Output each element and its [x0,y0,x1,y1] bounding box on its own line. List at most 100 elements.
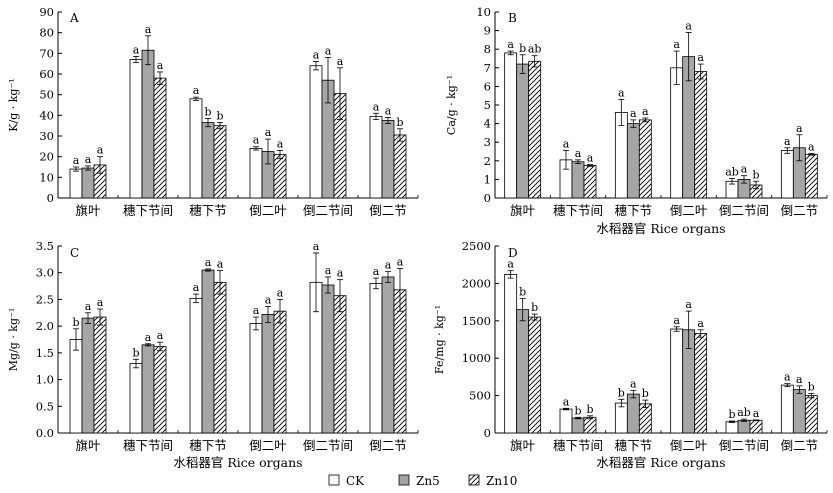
bar-zn5 [626,123,640,199]
y-tick-label: 1.0 [36,373,54,387]
bar-ck [369,282,383,434]
x-tick-label: 旗叶 [75,438,101,453]
significance-letter: a [397,255,404,268]
y-tick-label: 2 [484,154,491,168]
x-tick-label: 穗下节 [615,203,653,218]
y-axis-label: Mg/g · kg⁻¹ [7,308,20,371]
y-tick-label: 3.5 [36,239,54,253]
bar-ck [670,67,684,199]
bar-ck [559,408,573,434]
significance-letter: a [618,86,625,99]
bar-zn5 [626,393,640,434]
significance-letter: a [796,373,803,386]
y-tick-label: 0.0 [36,426,54,440]
chart-panel-c: 0.00.51.01.52.02.53.03.5 CMg/g · kg⁻¹旗叶ba… [7,239,419,470]
bar-ck [189,297,203,434]
x-tick-label: 穗下节 [189,438,227,453]
significance-letter: b [204,105,211,118]
x-axis-label: 水稻器官 Rice organs [596,221,725,236]
bar-zn5 [516,309,530,434]
x-tick-label: 倒二叶 [670,203,708,218]
x-tick-label: 旗叶 [75,203,101,218]
bar-zn10 [93,316,107,434]
significance-letter: a [313,49,320,62]
y-tick-label: 7 [484,61,491,75]
y-tick-label: 1500 [462,314,491,328]
y-axis-label: K/g · kg⁻¹ [7,78,20,131]
significance-letter: b [519,42,526,55]
x-tick-label: 穗下节 [189,203,227,218]
legend-swatch-zn10 [468,474,480,486]
significance-letter: a [133,43,140,56]
significance-letter: a [97,296,104,309]
bar-zn5 [201,269,215,434]
x-tick-label: 穗下节间 [123,203,173,218]
legend: CK Zn5 Zn10 [328,474,517,488]
bar-zn10 [333,295,347,434]
significance-letter: a [265,126,272,139]
y-tick-label: 30 [39,129,54,143]
bar-ck [249,323,263,434]
significance-letter: a [697,317,704,330]
significance-letter: a [575,147,582,160]
panel-label: B [508,11,517,25]
significance-letter: a [157,329,164,342]
panel-label: C [70,246,79,260]
x-tick-label: 倒二节 [781,203,819,218]
significance-letter: a [685,298,692,311]
significance-letter: a [145,331,152,344]
y-tick-label: 4 [484,117,491,131]
significance-letter: a [808,140,815,153]
significance-letter: a [385,104,392,117]
significance-letter: a [697,51,704,64]
bar-zn10 [153,77,167,199]
x-tick-label: 倒二节间 [303,438,353,453]
y-tick-label: 1000 [462,351,491,365]
bar-zn10 [528,316,542,434]
x-tick-label: 倒二叶 [670,438,708,453]
significance-letter: a [85,153,92,166]
y-tick-label: 8 [484,42,491,56]
significance-letter: a [385,259,392,272]
y-axis-label: Ca/g · kg⁻¹ [445,75,458,135]
significance-letter: b [728,408,735,421]
y-tick-label: 5 [484,98,491,112]
x-tick-label: 倒二节间 [719,438,769,453]
legend-label-ck: CK [346,474,365,488]
y-tick-label: 50 [39,88,54,102]
x-tick-label: 倒二节间 [719,203,769,218]
legend-swatch-zn5 [398,474,410,486]
y-tick-label: 2.0 [36,319,54,333]
bar-zn10 [804,395,818,434]
significance-letter: b [216,110,223,123]
x-tick-label: 旗叶 [510,438,536,453]
significance-letter: a [265,293,272,306]
y-tick-label: 500 [469,389,491,403]
bar-zn5 [261,313,275,434]
legend-label-zn5: Zn5 [416,474,440,488]
significance-letter: a [642,105,649,118]
significance-letter: a [217,258,224,271]
x-tick-label: 倒二节 [369,203,407,218]
y-tick-label: 0 [47,191,54,205]
y-tick-label: 2.5 [36,292,54,306]
significance-letter: ab [737,406,751,419]
significance-letter: b [586,403,593,416]
bar-ck [69,168,83,199]
y-tick-label: 40 [39,108,54,122]
bar-zn5 [321,284,335,434]
significance-letter: a [337,267,344,280]
bar-zn5 [571,161,585,199]
bar-ck [725,421,739,434]
significance-letter: b [531,301,538,314]
significance-letter: a [685,19,692,32]
bar-zn5 [201,122,215,199]
significance-letter: a [784,371,791,384]
bar-ck [129,363,143,434]
significance-letter: ab [725,165,739,178]
significance-letter: a [325,44,332,57]
bar-ck [670,328,684,434]
bar-ck [129,59,143,199]
